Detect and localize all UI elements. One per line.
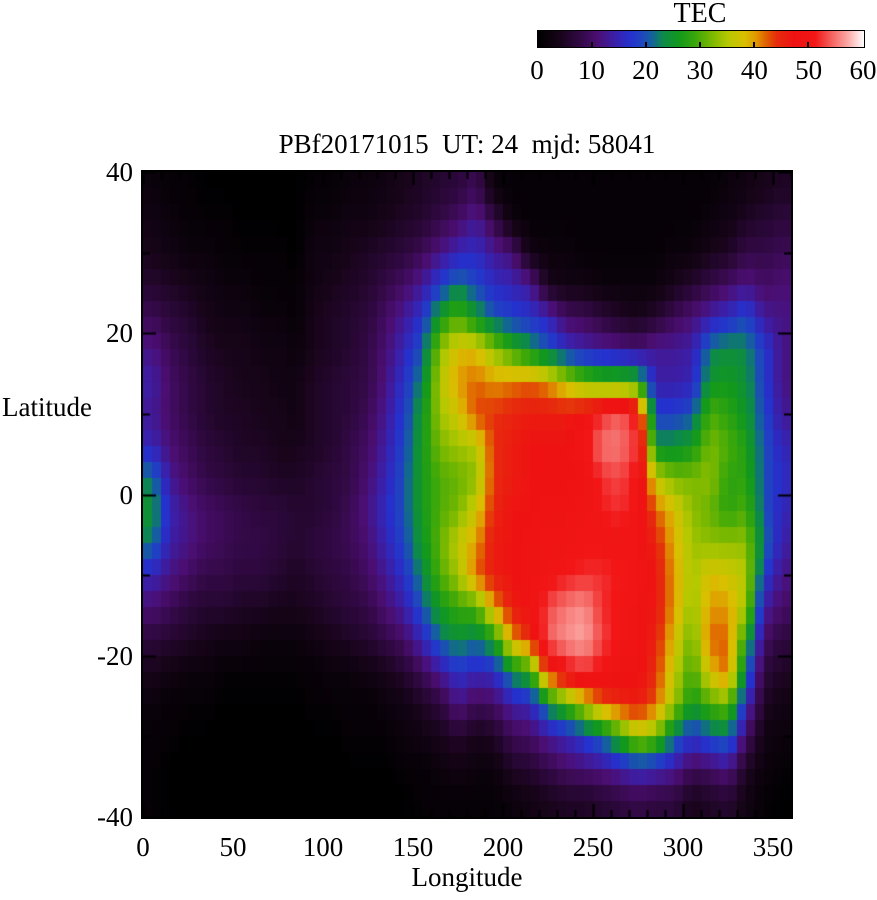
colorbar-tick xyxy=(645,42,647,47)
colorbar-tick-label: 20 xyxy=(632,55,660,85)
x-tick-label: 100 xyxy=(302,832,344,862)
colorbar-tick xyxy=(753,42,755,47)
colorbar xyxy=(537,30,865,48)
x-tick-label: 50 xyxy=(219,832,247,862)
plot-area xyxy=(141,170,793,819)
x-axis-label: Longitude xyxy=(411,862,523,892)
y-tick-label: 40 xyxy=(106,157,133,187)
colorbar-tick-label: 50 xyxy=(795,55,823,85)
y-tick-label: 0 xyxy=(119,479,134,510)
colorbar-tick-label: 40 xyxy=(740,55,768,85)
x-tick-label: 150 xyxy=(392,832,434,862)
y-tick-label: 20 xyxy=(106,318,133,349)
y-axis-label: Latitude xyxy=(2,392,92,422)
x-tick-label: 350 xyxy=(752,832,794,862)
colorbar-tick-label: 10 xyxy=(577,55,605,85)
x-tick-label: 250 xyxy=(572,832,614,862)
colorbar-tick xyxy=(807,42,809,47)
plot-title: PBf20171015 UT: 24 mjd: 58041 xyxy=(278,129,656,159)
colorbar-tick-label: 60 xyxy=(849,55,877,85)
y-tick-label: -40 xyxy=(97,802,133,832)
colorbar-title: TEC xyxy=(673,0,727,29)
colorbar-tick-label: 0 xyxy=(530,55,544,85)
colorbar-tick xyxy=(591,42,593,47)
x-tick-label: 200 xyxy=(482,832,524,862)
colorbar-tick xyxy=(699,42,701,47)
colorbar-gradient xyxy=(538,31,864,47)
colorbar-tick-label: 30 xyxy=(686,55,714,85)
heatmap-canvas xyxy=(143,172,791,817)
y-tick-label: -20 xyxy=(97,640,133,671)
x-tick-label: 0 xyxy=(136,832,150,862)
x-tick-label: 300 xyxy=(662,832,704,862)
